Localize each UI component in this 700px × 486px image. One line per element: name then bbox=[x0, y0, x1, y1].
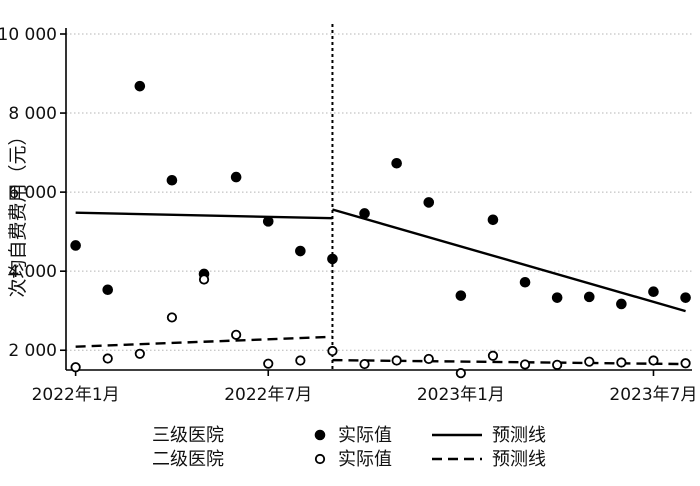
point-secondary-actual bbox=[327, 345, 338, 357]
point-tertiary-actual bbox=[359, 208, 370, 219]
point-secondary-actual bbox=[231, 329, 242, 340]
prediction-line-tertiary bbox=[332, 208, 686, 313]
legend-line-label: 预测线 bbox=[492, 449, 546, 470]
x-tick-label: 2022年7月 bbox=[224, 385, 312, 405]
point-secondary-actual bbox=[455, 368, 466, 379]
point-tertiary-actual bbox=[70, 240, 81, 251]
point-tertiary-actual bbox=[423, 197, 435, 208]
y-tick-label: 10 000 bbox=[0, 25, 57, 45]
point-secondary-actual bbox=[295, 355, 306, 366]
prediction-line-secondary bbox=[75, 335, 333, 348]
x-tick-label: 2022年1月 bbox=[32, 385, 120, 405]
point-tertiary-actual bbox=[134, 80, 146, 92]
x-tick-label: 2023年1月 bbox=[417, 385, 505, 405]
point-tertiary-actual bbox=[102, 284, 114, 296]
prediction-line-secondary bbox=[332, 358, 686, 366]
point-secondary-actual bbox=[648, 355, 659, 366]
x-ticks: 2022年1月 2022年7月 2023年1月 2023年7月 bbox=[32, 370, 698, 405]
point-secondary-actual bbox=[584, 356, 595, 367]
point-secondary-actual bbox=[423, 353, 434, 365]
y-tick-label: 6 000 bbox=[8, 183, 57, 203]
legend-group-label: 三级医院 bbox=[152, 425, 224, 446]
y-ticks: 2 000 4 000 6 000 8 000 10 000 bbox=[0, 25, 66, 361]
point-secondary-actual bbox=[616, 357, 627, 368]
point-secondary-actual bbox=[519, 359, 531, 370]
point-tertiary-actual bbox=[680, 292, 691, 303]
y-tick-label: 8 000 bbox=[8, 104, 57, 124]
point-tertiary-actual bbox=[391, 157, 402, 169]
point-secondary-actual bbox=[70, 362, 81, 373]
point-secondary-actual bbox=[198, 274, 210, 285]
point-secondary-actual bbox=[552, 359, 563, 370]
legend-marker-label: 实际值 bbox=[338, 425, 392, 446]
point-secondary-actual bbox=[487, 350, 499, 361]
point-tertiary-actual bbox=[295, 245, 306, 257]
point-secondary-actual bbox=[263, 358, 274, 369]
point-secondary-actual bbox=[359, 358, 370, 370]
prediction-line-tertiary bbox=[75, 211, 333, 220]
legend-line-label: 预测线 bbox=[492, 425, 546, 446]
x-tick-label: 2023年7月 bbox=[609, 385, 697, 405]
legend-marker-filled bbox=[314, 429, 326, 441]
y-axis-label: 次均自费费用（元） bbox=[7, 126, 29, 297]
point-tertiary-actual bbox=[327, 253, 338, 265]
point-tertiary-actual bbox=[262, 216, 274, 227]
data-points bbox=[70, 80, 691, 379]
y-tick-label: 4 000 bbox=[8, 262, 57, 282]
axes bbox=[65, 28, 692, 371]
legend-marker-label: 实际值 bbox=[338, 449, 392, 470]
gridlines bbox=[66, 33, 692, 351]
point-tertiary-actual bbox=[230, 171, 242, 183]
point-tertiary-actual bbox=[519, 276, 531, 288]
point-tertiary-actual bbox=[551, 292, 563, 303]
point-secondary-actual bbox=[166, 312, 178, 323]
point-secondary-actual bbox=[391, 355, 402, 366]
point-tertiary-actual bbox=[583, 291, 595, 303]
point-tertiary-actual bbox=[616, 298, 627, 310]
point-tertiary-actual bbox=[166, 174, 178, 186]
legend-group-label: 二级医院 bbox=[152, 449, 224, 470]
y-tick-label: 2 000 bbox=[8, 341, 57, 361]
point-secondary-actual bbox=[134, 348, 145, 359]
point-tertiary-actual bbox=[648, 286, 659, 298]
point-secondary-actual bbox=[102, 353, 113, 364]
point-secondary-actual bbox=[680, 358, 691, 369]
legend-marker-hollow bbox=[314, 453, 326, 465]
point-tertiary-actual bbox=[455, 290, 467, 301]
prediction-lines bbox=[75, 208, 686, 366]
point-tertiary-actual bbox=[487, 214, 499, 226]
